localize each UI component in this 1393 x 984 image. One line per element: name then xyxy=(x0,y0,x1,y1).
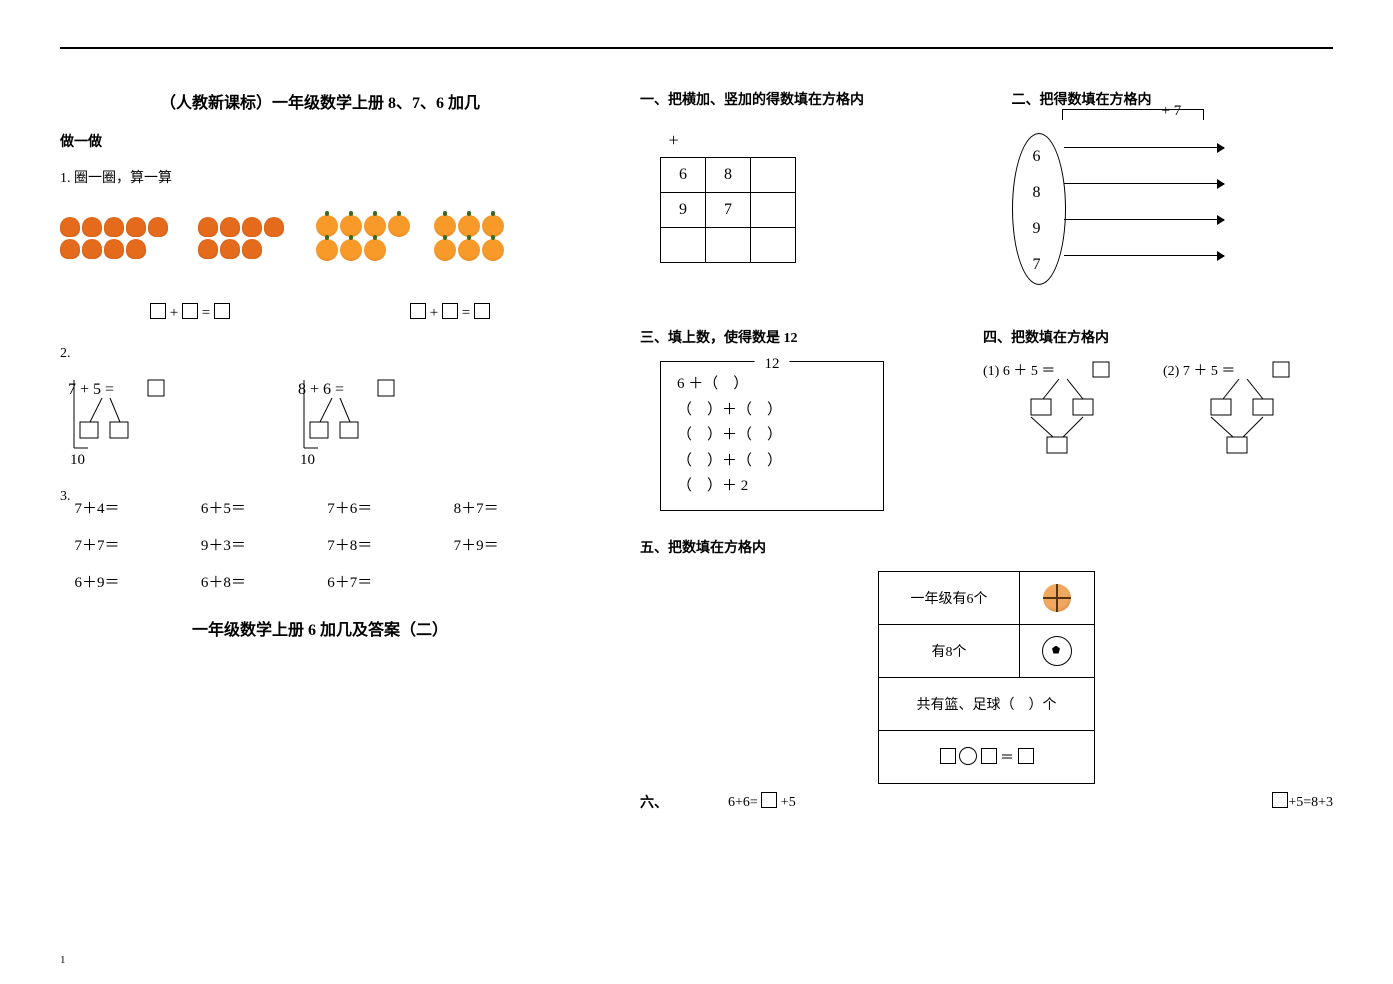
diagram-row: 7 + 5 = 10 8 + 6 = xyxy=(60,378,580,473)
q1-label: 1. 圈一圈，算一算 xyxy=(60,167,580,187)
eq6c-text: +5=8+3 xyxy=(1288,795,1333,810)
svg-text:(2) 7 ＋ 5 ＝: (2) 7 ＋ 5 ＝ xyxy=(1163,364,1235,379)
arith-cell: 8＋7＝ xyxy=(454,497,580,518)
basketball-icon xyxy=(1043,584,1071,612)
svg-text:10: 10 xyxy=(70,452,85,468)
r2a: 有8个 xyxy=(879,624,1020,677)
arith-cell: 6＋9＝ xyxy=(75,571,201,592)
left-column: （人教新课标）一年级数学上册 8、7、6 加几 做一做 1. 圈一圈，算一算 +… xyxy=(60,89,580,812)
main-title: （人教新课标）一年级数学上册 8、7、6 加几 xyxy=(60,89,580,113)
block-3: 三、填上数，使得数是 12 12 6 ＋（ ）（ ）＋（ ）（ ）＋（ ）（ ）… xyxy=(640,327,933,511)
arith-cell: 7＋7＝ xyxy=(75,534,201,555)
arith-cell: 6＋8＝ xyxy=(201,571,327,592)
page: （人教新课标）一年级数学上册 8、7、6 加几 做一做 1. 圈一圈，算一算 +… xyxy=(60,89,1333,812)
subtitle: 一年级数学上册 6 加几及答案（二） xyxy=(60,616,580,640)
crab-group-a xyxy=(60,217,180,259)
frame-line: （ ）＋（ ） xyxy=(677,423,867,449)
n0: 6 xyxy=(1033,148,1041,166)
zuo-label: 做一做 xyxy=(60,131,580,151)
svg-text:10: 10 xyxy=(300,452,315,468)
frame-line: （ ）＋（ ） xyxy=(677,398,867,424)
arith-cell: 7＋8＝ xyxy=(327,534,453,555)
soccer-cell xyxy=(1020,624,1095,677)
q3-row: 3. 7＋4＝6＋5＝7＋6＝8＋7＝7＋7＝9＋3＝7＋8＝7＋9＝6＋9＝6… xyxy=(60,489,580,592)
arith-cell xyxy=(454,571,580,592)
soccer-icon xyxy=(1042,636,1072,666)
arith-grid: 7＋4＝6＋5＝7＋6＝8＋7＝ 7＋7＝9＋3＝7＋8＝7＋9＝ 6＋9＝6＋8＝… xyxy=(75,497,581,592)
n1: 8 xyxy=(1033,184,1041,202)
h4: 四、把数填在方格内 xyxy=(983,327,1333,347)
eq6a: 6+6= +5 xyxy=(728,792,796,811)
table-cell xyxy=(706,228,751,263)
r3: 共有篮、足球（ ）个 xyxy=(879,677,1095,730)
plus-sign: + xyxy=(661,123,706,158)
r4: ＝ xyxy=(879,730,1095,783)
page-number: 1 xyxy=(60,954,66,966)
h3: 三、填上数，使得数是 12 xyxy=(640,327,933,347)
add-table: + 68 97 xyxy=(660,123,796,263)
h1: 一、把横加、竖加的得数填在方格内 xyxy=(640,89,962,109)
svg-text:(1) 6 ＋ 5 ＝: (1) 6 ＋ 5 ＝ xyxy=(983,364,1055,379)
r1a: 一年级有6个 xyxy=(879,571,1020,624)
frame-title: 12 xyxy=(755,352,790,378)
breakdowns: (1) 6 ＋ 5 ＝ (2) 7 xyxy=(983,361,1333,471)
arith-cell: 7＋4＝ xyxy=(75,497,201,518)
n3: 7 xyxy=(1033,256,1041,274)
table-cell: 6 xyxy=(661,158,706,193)
right-column: 一、把横加、竖加的得数填在方格内 + 68 97 二、把得数填在方格内 + 7 … xyxy=(640,89,1333,812)
basketball-cell xyxy=(1020,571,1095,624)
arith-cell: 9＋3＝ xyxy=(201,534,327,555)
eq-2: + = xyxy=(410,303,490,322)
n2: 9 xyxy=(1033,220,1041,238)
h5: 五、把数填在方格内 xyxy=(640,537,1333,557)
h6: 六、 xyxy=(640,792,668,812)
arith-cell: 6＋5＝ xyxy=(201,497,327,518)
right-top: 一、把横加、竖加的得数填在方格内 + 68 97 二、把得数填在方格内 + 7 … xyxy=(640,89,1333,293)
arith-cell: 7＋6＝ xyxy=(327,497,453,518)
diagram-2: 8 + 6 = 10 xyxy=(290,378,440,473)
oval: 6 8 9 7 xyxy=(1012,133,1066,285)
top-rule xyxy=(60,47,1333,49)
table-cell xyxy=(751,228,796,263)
q2-label: 2. xyxy=(60,346,580,362)
crab-group-b xyxy=(198,217,298,259)
arith-cell: 7＋9＝ xyxy=(454,534,580,555)
table-cell xyxy=(661,228,706,263)
svg-text:8 + 6 =: 8 + 6 = xyxy=(298,381,344,398)
table-cell: 9 xyxy=(661,193,706,228)
breakdown-1: (1) 6 ＋ 5 ＝ xyxy=(983,361,1153,471)
tbl2-wrap: 一年级有6个 有8个 共有篮、足球（ ）个 ＝ xyxy=(640,571,1333,784)
arrows xyxy=(1064,123,1244,293)
frame-line: （ ）＋ 2 xyxy=(677,474,867,500)
pumpkin-group-a xyxy=(316,215,416,261)
image-row xyxy=(60,203,580,273)
arrow-diagram: + 7 6 8 9 7 xyxy=(1012,123,1252,293)
bracket xyxy=(1062,109,1204,120)
table-cell xyxy=(751,158,796,193)
equation-row: + = + = xyxy=(60,303,580,322)
pumpkin-group-b xyxy=(434,215,524,261)
table-cell xyxy=(751,193,796,228)
breakdown-2: (2) 7 ＋ 5 ＝ xyxy=(1163,361,1333,471)
block-1: 一、把横加、竖加的得数填在方格内 + 68 97 xyxy=(640,89,962,293)
arith-cell: 6＋7＝ xyxy=(327,571,453,592)
eq6c: +5=8+3 xyxy=(1272,792,1333,811)
row-6: 六、 6+6= +5 +5=8+3 xyxy=(640,792,1333,812)
table-cell: 8 xyxy=(706,158,751,193)
diagram-1: 7 + 5 = 10 xyxy=(60,378,210,473)
frame-12: 12 6 ＋（ ）（ ）＋（ ）（ ）＋（ ）（ ）＋（ ）（ ）＋ 2 xyxy=(660,361,884,511)
arrow-op: + 7 xyxy=(1162,103,1182,120)
right-mid: 三、填上数，使得数是 12 12 6 ＋（ ）（ ）＋（ ）（ ）＋（ ）（ ）… xyxy=(640,327,1333,511)
ball-table: 一年级有6个 有8个 共有篮、足球（ ）个 ＝ xyxy=(878,571,1095,784)
q3-label: 3. xyxy=(60,489,71,505)
eq6a-post: +5 xyxy=(781,795,796,810)
block-4: 四、把数填在方格内 (1) 6 ＋ 5 ＝ xyxy=(983,327,1333,511)
eq6a-pre: 6+6= xyxy=(728,795,758,810)
table-cell: 7 xyxy=(706,193,751,228)
block-2: 二、把得数填在方格内 + 7 6 8 9 7 xyxy=(1012,89,1334,293)
frame-line: （ ）＋（ ） xyxy=(677,449,867,475)
d1-text: 7 + 5 = xyxy=(68,381,114,398)
eq-1: + = xyxy=(150,303,230,322)
